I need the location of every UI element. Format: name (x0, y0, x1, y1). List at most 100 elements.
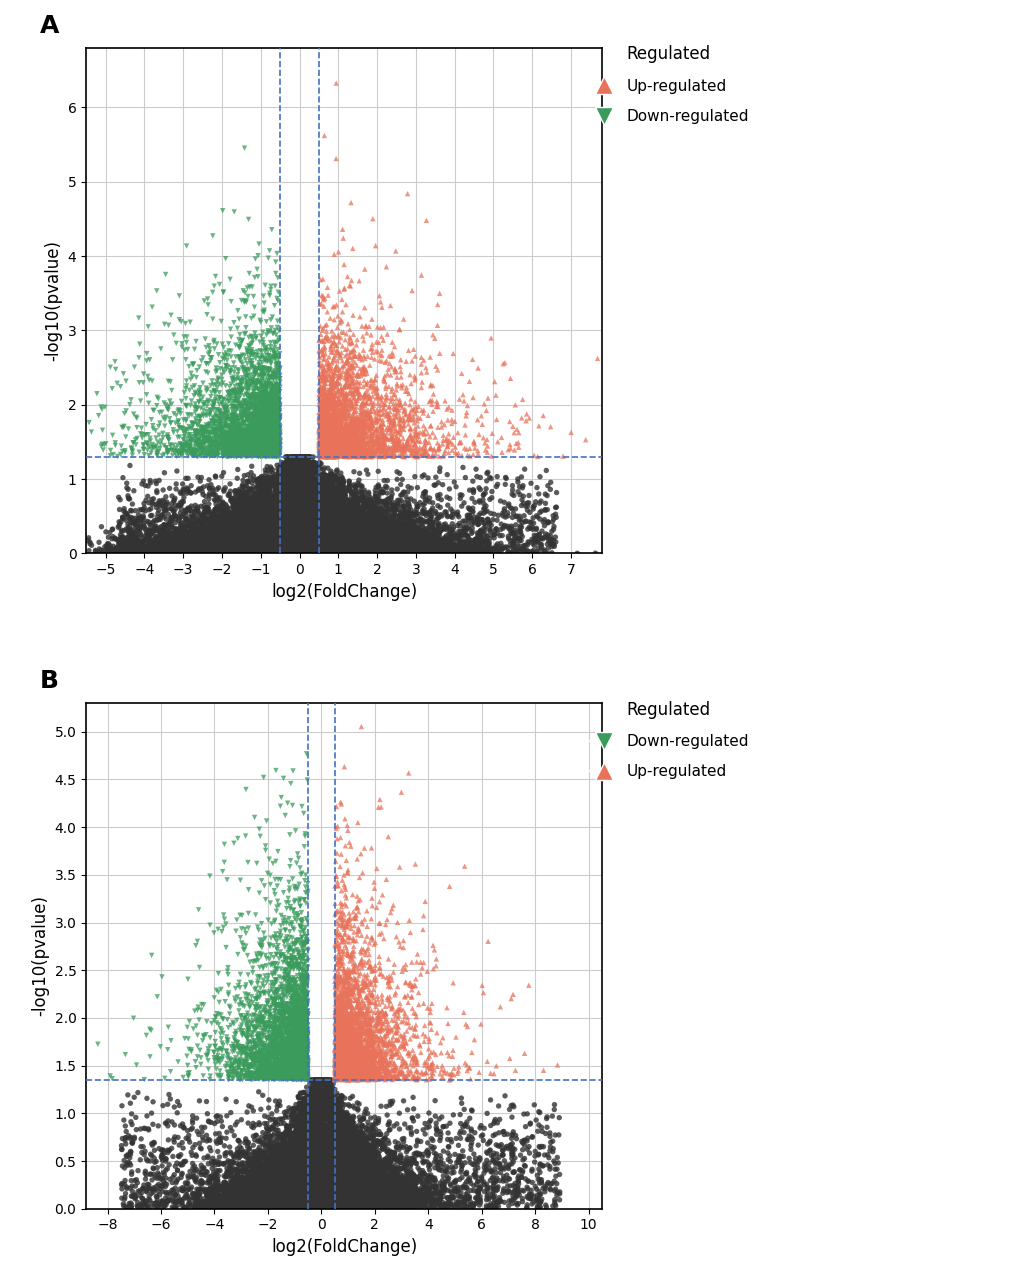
Point (423, 416, 439, 436)
Point (377, 538, 393, 558)
Point (351, 440, 367, 460)
Point (199, 519, 215, 539)
Point (359, 1174, 375, 1195)
Point (279, 543, 296, 563)
Point (240, 389, 257, 409)
Point (297, 1192, 313, 1213)
Point (288, 535, 305, 555)
Point (302, 1141, 318, 1162)
Point (403, 489, 419, 510)
Point (315, 440, 331, 460)
Point (334, 1185, 351, 1205)
Point (234, 1190, 251, 1210)
Point (348, 996, 365, 1017)
Point (325, 441, 341, 461)
Point (325, 437, 341, 458)
Point (268, 376, 284, 397)
Point (415, 1023, 431, 1043)
Point (386, 520, 403, 540)
Point (204, 416, 220, 436)
Point (331, 1042, 347, 1063)
Point (262, 1196, 278, 1216)
Point (282, 524, 299, 544)
Point (260, 446, 276, 466)
Point (285, 1063, 302, 1083)
Point (293, 501, 310, 521)
Point (361, 1141, 377, 1162)
Point (359, 1192, 375, 1213)
Point (273, 517, 289, 538)
Point (359, 526, 375, 547)
Point (301, 508, 317, 529)
Point (226, 376, 243, 397)
Point (203, 535, 219, 555)
Point (343, 1050, 360, 1070)
Point (362, 1172, 378, 1192)
Point (303, 465, 319, 486)
Point (287, 458, 304, 478)
Point (138, 536, 154, 557)
Point (200, 1179, 216, 1200)
Point (311, 1070, 327, 1091)
Point (233, 533, 250, 553)
Point (359, 535, 375, 555)
Point (312, 433, 328, 454)
Point (310, 1199, 326, 1219)
Point (319, 1173, 335, 1193)
Point (290, 1187, 307, 1207)
Point (326, 483, 342, 503)
Point (279, 1057, 296, 1078)
Point (296, 1153, 312, 1173)
Point (286, 1186, 303, 1206)
Point (387, 407, 404, 427)
Point (338, 850, 355, 871)
Point (320, 1116, 336, 1136)
Point (286, 1037, 303, 1057)
Point (291, 991, 308, 1012)
Point (451, 535, 468, 555)
Point (323, 1134, 339, 1154)
Point (200, 543, 216, 563)
Point (218, 527, 234, 548)
Point (510, 529, 526, 549)
Point (263, 426, 279, 446)
Point (314, 512, 330, 533)
Point (285, 525, 302, 545)
Point (303, 1092, 319, 1112)
Point (292, 1094, 309, 1115)
Point (321, 418, 337, 438)
Point (285, 1023, 302, 1043)
Point (161, 408, 177, 428)
Point (289, 1150, 306, 1171)
Point (315, 405, 331, 426)
Point (292, 1019, 309, 1040)
Point (127, 430, 144, 450)
Point (326, 1197, 342, 1218)
Point (285, 1098, 302, 1118)
Point (350, 446, 366, 466)
Point (312, 442, 328, 463)
Point (300, 480, 316, 501)
Point (209, 1141, 225, 1162)
Point (170, 540, 186, 561)
Point (380, 1191, 396, 1211)
Point (224, 414, 240, 435)
Point (351, 516, 367, 536)
Point (239, 946, 256, 966)
Point (431, 1130, 447, 1150)
Point (385, 1158, 401, 1178)
Point (352, 1144, 368, 1164)
Point (271, 996, 287, 1017)
Point (264, 468, 280, 488)
Point (322, 516, 338, 536)
Point (354, 1171, 370, 1191)
Point (307, 1084, 323, 1104)
Point (344, 1047, 361, 1068)
Point (332, 1160, 348, 1181)
Point (285, 521, 302, 541)
Point (219, 351, 235, 371)
Point (317, 541, 333, 562)
Point (274, 538, 290, 558)
Point (339, 1047, 356, 1068)
Point (257, 486, 273, 506)
